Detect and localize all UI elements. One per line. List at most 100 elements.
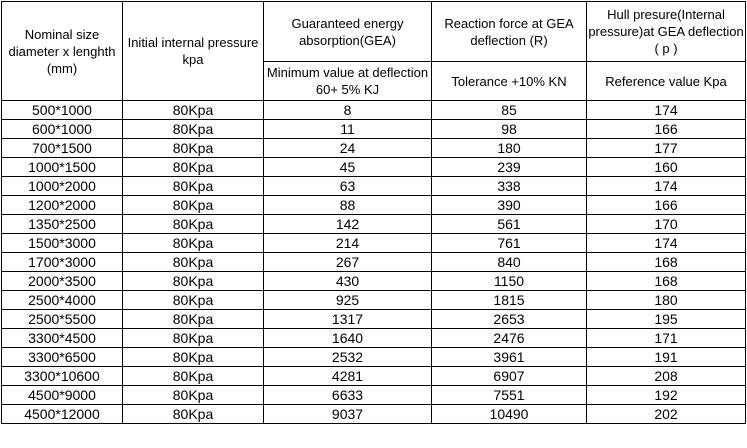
table-row: 1350*2500 80Kpa 142 561 170: [1, 214, 746, 234]
cell-energy: 267: [263, 252, 432, 272]
cell-hull-pressure: 170: [586, 214, 746, 234]
table-row: 1200*2000 80Kpa 88 390 166: [1, 195, 746, 215]
cell-size: 1350*2500: [1, 214, 123, 234]
cell-initial-pressure: 80Kpa: [122, 309, 264, 329]
cell-size: 1000*1500: [1, 157, 123, 177]
cell-initial-pressure: 80Kpa: [122, 366, 264, 386]
cell-initial-pressure: 80Kpa: [122, 100, 264, 120]
table-row: 3300*10600 80Kpa 4281 6907 208: [1, 366, 746, 386]
cell-hull-pressure: 166: [586, 119, 746, 139]
cell-energy: 214: [263, 233, 432, 253]
cell-initial-pressure: 80Kpa: [122, 176, 264, 196]
cell-initial-pressure: 80Kpa: [122, 138, 264, 158]
cell-hull-pressure: 174: [586, 176, 746, 196]
table-row: 4500*12000 80Kpa 9037 10490 202: [1, 404, 746, 424]
cell-reaction-force: 180: [431, 138, 587, 158]
table-row: 1700*3000 80Kpa 267 840 168: [1, 252, 746, 272]
cell-hull-pressure: 160: [586, 157, 746, 177]
cell-initial-pressure: 80Kpa: [122, 328, 264, 348]
cell-energy: 9037: [263, 404, 432, 424]
cell-hull-pressure: 195: [586, 309, 746, 329]
table-row: 2000*3500 80Kpa 430 1150 168: [1, 271, 746, 291]
table-row: 1000*1500 80Kpa 45 239 160: [1, 157, 746, 177]
table-row: 1500*3000 80Kpa 214 761 174: [1, 233, 746, 253]
cell-initial-pressure: 80Kpa: [122, 290, 264, 310]
cell-hull-pressure: 168: [586, 252, 746, 272]
cell-hull-pressure: 202: [586, 404, 746, 424]
cell-energy: 24: [263, 138, 432, 158]
cell-energy: 142: [263, 214, 432, 234]
cell-initial-pressure: 80Kpa: [122, 271, 264, 291]
cell-reaction-force: 239: [431, 157, 587, 177]
cell-size: 600*1000: [1, 119, 123, 139]
cell-energy: 430: [263, 271, 432, 291]
cell-energy: 11: [263, 119, 432, 139]
cell-reaction-force: 2476: [431, 328, 587, 348]
cell-hull-pressure: 177: [586, 138, 746, 158]
cell-energy: 88: [263, 195, 432, 215]
cell-reaction-force: 338: [431, 176, 587, 196]
header-initial-pressure: Initial internal pressure kpa: [122, 1, 264, 101]
header-nominal-size: Nominal size diameter x lenghth (mm): [1, 1, 123, 101]
cell-hull-pressure: 192: [586, 385, 746, 405]
header-reaction-force: Reaction force at GEA deflection (R): [431, 1, 587, 62]
subheader-energy-minimum: Minimum value at deflection 60+ 5% KJ: [263, 61, 432, 101]
table-row: 1000*2000 80Kpa 63 338 174: [1, 176, 746, 196]
table-row: 3300*4500 80Kpa 1640 2476 171: [1, 328, 746, 348]
table-row: 2500*5500 80Kpa 1317 2653 195: [1, 309, 746, 329]
table-body: 500*1000 80Kpa 8 85 174 600*1000 80Kpa 11 98 166 7…: [1, 100, 746, 424]
cell-initial-pressure: 80Kpa: [122, 347, 264, 367]
cell-size: 4500*12000: [1, 404, 123, 424]
cell-reaction-force: 6907: [431, 366, 587, 386]
cell-initial-pressure: 80Kpa: [122, 252, 264, 272]
table-row: 3300*6500 80Kpa 2532 3961 191: [1, 347, 746, 367]
cell-size: 700*1500: [1, 138, 123, 158]
cell-hull-pressure: 174: [586, 100, 746, 120]
cell-reaction-force: 840: [431, 252, 587, 272]
cell-size: 1500*3000: [1, 233, 123, 253]
subheader-force-tolerance: Tolerance +10% KN: [431, 61, 587, 101]
cell-energy: 1640: [263, 328, 432, 348]
cell-size: 3300*4500: [1, 328, 123, 348]
table-row: 500*1000 80Kpa 8 85 174: [1, 100, 746, 120]
cell-hull-pressure: 180: [586, 290, 746, 310]
table-row: 700*1500 80Kpa 24 180 177: [1, 138, 746, 158]
cell-hull-pressure: 191: [586, 347, 746, 367]
table-row: 2500*4000 80Kpa 925 1815 180: [1, 290, 746, 310]
table-header: Nominal size diameter x lenghth (mm) Ini…: [1, 1, 746, 101]
cell-energy: 63: [263, 176, 432, 196]
cell-hull-pressure: 166: [586, 195, 746, 215]
cell-size: 2500*4000: [1, 290, 123, 310]
cell-reaction-force: 561: [431, 214, 587, 234]
cell-initial-pressure: 80Kpa: [122, 214, 264, 234]
header-hull-pressure: Hull presure(Internal pressure)at GEA de…: [586, 1, 746, 62]
table-row: 4500*9000 80Kpa 6633 7551 192: [1, 385, 746, 405]
cell-size: 1000*2000: [1, 176, 123, 196]
cell-reaction-force: 10490: [431, 404, 587, 424]
cell-size: 1200*2000: [1, 195, 123, 215]
cell-initial-pressure: 80Kpa: [122, 157, 264, 177]
cell-size: 4500*9000: [1, 385, 123, 405]
cell-energy: 925: [263, 290, 432, 310]
cell-reaction-force: 98: [431, 119, 587, 139]
cell-reaction-force: 390: [431, 195, 587, 215]
cell-reaction-force: 761: [431, 233, 587, 253]
cell-energy: 45: [263, 157, 432, 177]
cell-size: 500*1000: [1, 100, 123, 120]
cell-size: 3300*10600: [1, 366, 123, 386]
cell-reaction-force: 2653: [431, 309, 587, 329]
fender-spec-table: Nominal size diameter x lenghth (mm) Ini…: [1, 1, 746, 424]
cell-initial-pressure: 80Kpa: [122, 404, 264, 424]
cell-hull-pressure: 174: [586, 233, 746, 253]
cell-hull-pressure: 171: [586, 328, 746, 348]
cell-initial-pressure: 80Kpa: [122, 195, 264, 215]
cell-energy: 8: [263, 100, 432, 120]
cell-reaction-force: 3961: [431, 347, 587, 367]
cell-energy: 1317: [263, 309, 432, 329]
cell-hull-pressure: 168: [586, 271, 746, 291]
cell-reaction-force: 1150: [431, 271, 587, 291]
cell-energy: 6633: [263, 385, 432, 405]
cell-size: 3300*6500: [1, 347, 123, 367]
cell-energy: 4281: [263, 366, 432, 386]
cell-initial-pressure: 80Kpa: [122, 119, 264, 139]
